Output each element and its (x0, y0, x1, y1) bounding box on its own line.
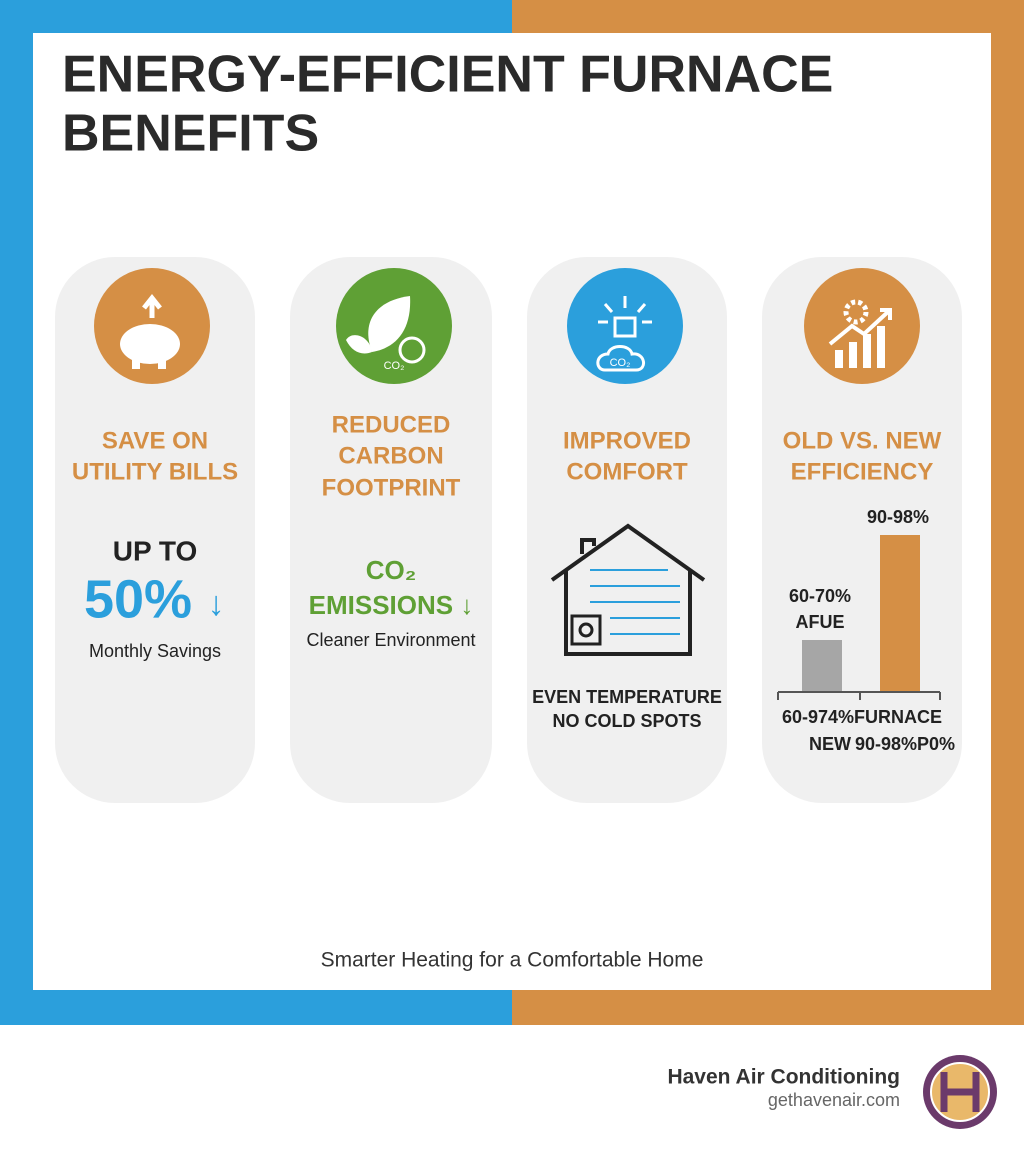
axis-label: FURNACE (854, 707, 942, 727)
card-heading: SAVE ON (102, 427, 208, 454)
axis-label: 90-98%P0% (855, 734, 955, 754)
title: BENEFITS (62, 105, 319, 163)
icon-label: CO₂ (610, 357, 631, 369)
card-heading: UTILITY BILLS (72, 458, 238, 485)
arrow: ↓ (208, 585, 225, 623)
piggy-icon (94, 268, 210, 384)
stat: CO₂ (366, 555, 417, 585)
brand-name: Haven Air Conditioning (667, 1066, 900, 1089)
note: EVEN TEMPERATURE (532, 687, 722, 707)
axis-label: NEW (809, 734, 851, 754)
brand-logo (923, 1055, 997, 1129)
brand-url: gethavenair.com (768, 1090, 900, 1110)
card-heading: FOOTPRINT (322, 474, 461, 501)
note: NO COLD SPOTS (552, 711, 701, 731)
card (55, 257, 255, 803)
card (527, 257, 727, 803)
old-bar (802, 640, 842, 692)
new-bar (880, 535, 920, 692)
lead: UP TO (113, 535, 198, 566)
title: ENERGY-EFFICIENT FURNACE (62, 46, 833, 104)
card-heading: EFFICIENCY (791, 458, 934, 485)
note: Cleaner Environment (306, 630, 475, 650)
stat: 50% (84, 569, 192, 629)
bar-label: AFUE (796, 612, 845, 632)
card-heading: IMPROVED (563, 427, 691, 454)
card-heading: CARBON (338, 442, 443, 469)
icon-label: CO₂ (384, 360, 405, 372)
stat: EMISSIONS ↓ (309, 590, 474, 620)
card-heading: COMFORT (566, 458, 688, 485)
card-heading: OLD VS. NEW (783, 427, 942, 454)
baseline (777, 691, 941, 700)
bar-label: 90-98% (867, 507, 929, 527)
tagline: Smarter Heating for a Comfortable Home (321, 949, 704, 972)
card-heading: REDUCED (332, 411, 451, 438)
leaf-icon: CO₂ (336, 268, 452, 384)
house-icon (550, 523, 706, 656)
note: Monthly Savings (89, 641, 221, 661)
card (290, 257, 492, 803)
growth-icon (804, 268, 920, 384)
axis-label: 60-974% (782, 707, 854, 727)
comfort-icon: CO₂ (567, 268, 683, 384)
bar-label: 60-70% (789, 586, 851, 606)
